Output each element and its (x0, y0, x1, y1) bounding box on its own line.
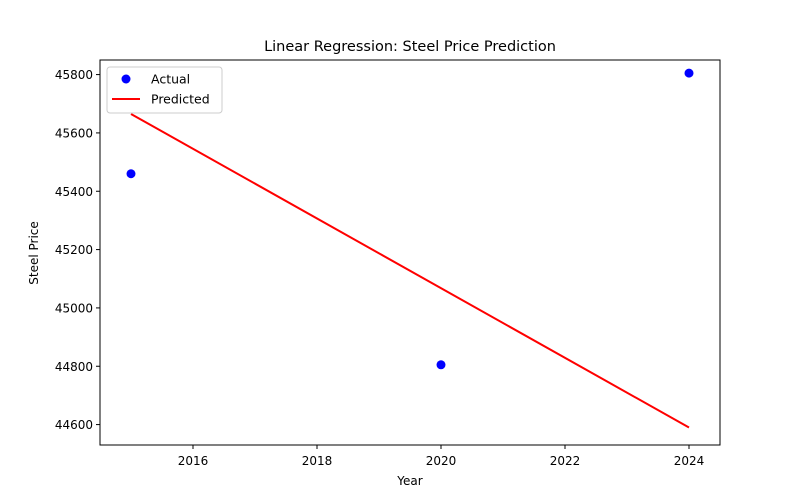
chart-title: Linear Regression: Steel Price Predictio… (264, 39, 556, 55)
legend: Actual Predicted (106, 66, 223, 114)
y-tick-label: 45400 (55, 185, 93, 199)
legend-label-actual: Actual (151, 72, 190, 87)
y-tick-label: 45000 (55, 301, 93, 315)
y-axis-title: Steel Price (27, 221, 41, 285)
legend-marker-actual (121, 74, 131, 84)
x-axis-title: Year (396, 474, 422, 488)
plot-frame (99, 59, 721, 446)
predicted-line (130, 113, 690, 429)
x-tick-label: 2024 (674, 454, 705, 468)
y-tick-label: 45800 (55, 68, 93, 82)
legend-box (106, 66, 223, 114)
actual-point (126, 169, 136, 179)
y-tick-label: 45200 (55, 243, 93, 257)
x-tick-label: 2018 (302, 454, 333, 468)
x-axis-ticks: 2016 2018 2020 2022 2024 (178, 445, 705, 468)
y-tick-label: 44600 (55, 418, 93, 432)
legend-label-predicted: Predicted (151, 92, 210, 107)
x-tick-label: 2016 (178, 454, 209, 468)
x-tick-label: 2022 (550, 454, 581, 468)
y-axis-ticks: 44600 44800 45000 45200 45400 45600 45800 (55, 68, 100, 432)
x-tick-label: 2020 (426, 454, 457, 468)
series-layer (126, 68, 694, 429)
actual-point (684, 68, 694, 78)
y-tick-label: 45600 (55, 126, 93, 140)
y-tick-label: 44800 (55, 360, 93, 374)
actual-point (436, 360, 446, 370)
